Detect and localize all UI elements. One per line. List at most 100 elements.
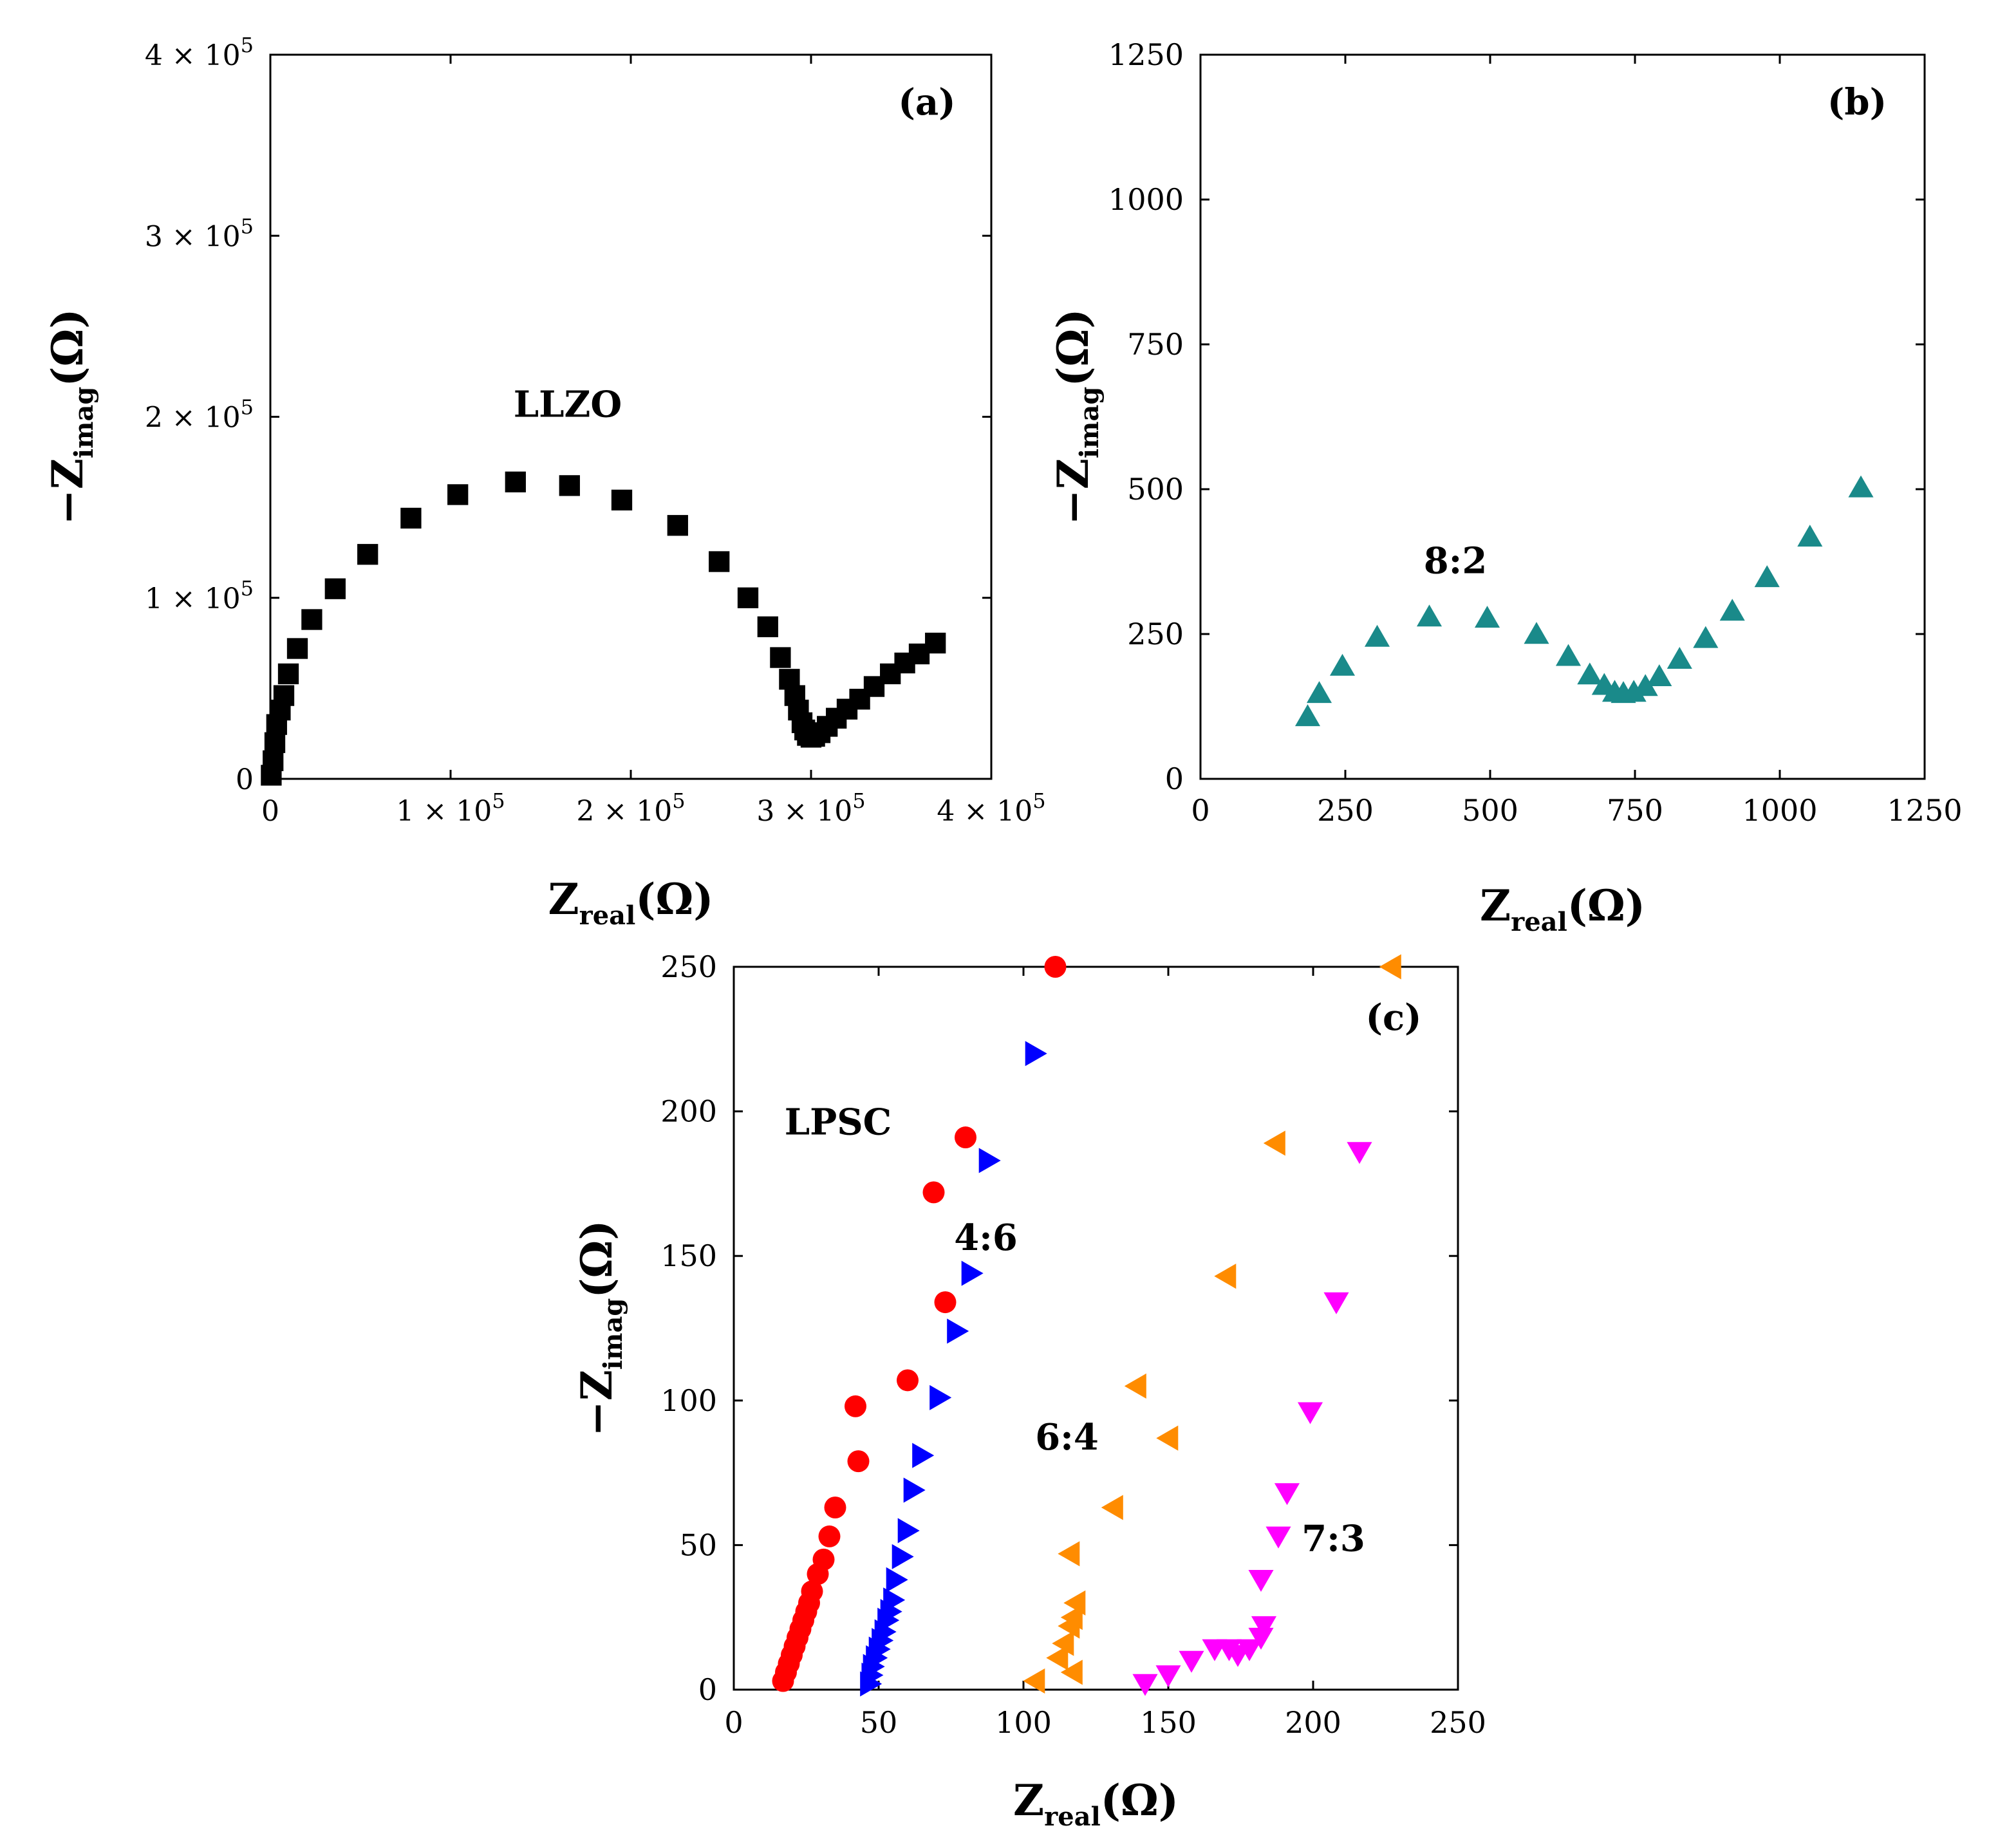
data-point [1848, 475, 1874, 498]
data-point [1797, 525, 1823, 547]
panel-b: 0 250 500 750 1000 1250 0 250 500 750 1000 1250 Zrea… [1048, 37, 1963, 937]
data-point [1621, 680, 1647, 702]
y-tick-label: 250 [660, 949, 717, 984]
y-tick-label: 250 [1127, 617, 1184, 651]
data-point [978, 1148, 1001, 1173]
data-point [1265, 1526, 1291, 1549]
data-point [286, 638, 308, 659]
data-point [1052, 1630, 1074, 1656]
y-tick-label: 3 × 105 [145, 214, 254, 253]
data-point [801, 1580, 823, 1603]
data-point [264, 732, 286, 753]
data-point [1647, 664, 1672, 686]
data-point [947, 1318, 969, 1344]
data-point [709, 551, 730, 572]
x-tick-label: 150 [1140, 1705, 1197, 1740]
series-label: 8:2 [1424, 540, 1488, 583]
data-point [1248, 1570, 1274, 1592]
data-point [273, 685, 295, 706]
y-tick-label: 0 [1165, 761, 1184, 796]
series-label: 4:6 [954, 1217, 1018, 1259]
data-point [1379, 954, 1401, 980]
data-point [1179, 1650, 1204, 1673]
data-point [897, 1369, 919, 1392]
data-point [1063, 1590, 1086, 1616]
data-point [897, 1518, 920, 1544]
x-tick-label: 250 [1317, 793, 1374, 828]
data-point [324, 578, 346, 599]
panel-b-label: (b) [1827, 81, 1887, 124]
y-tick-label: 750 [1127, 327, 1184, 362]
data-point [1274, 1483, 1300, 1506]
data-point [1329, 653, 1356, 676]
data-point [903, 1477, 926, 1503]
series-label: LLZO [514, 384, 622, 426]
data-point [757, 616, 778, 637]
data-point [357, 544, 378, 565]
data-point [1237, 1639, 1262, 1661]
data-point [1555, 644, 1582, 666]
panel-a-y-axis-title: −Zimag(Ω) [42, 308, 99, 525]
data-point [1577, 662, 1603, 685]
series-6-4 [1023, 954, 1401, 1694]
y-tick-label: 150 [660, 1238, 717, 1273]
series-4-6 [860, 1041, 1047, 1697]
y-tick-label: 1 × 105 [145, 576, 254, 615]
panel-c-frame [733, 966, 1459, 1691]
data-point [447, 484, 469, 505]
data-point [770, 647, 791, 668]
data-point [1474, 606, 1500, 628]
data-point [912, 1442, 935, 1468]
x-tick-label: 750 [1607, 793, 1663, 828]
x-tick-label: 1 × 105 [396, 789, 505, 828]
data-point [1214, 1264, 1237, 1289]
data-point [883, 1587, 906, 1613]
data-point [1248, 1627, 1274, 1650]
data-point [1347, 1142, 1372, 1164]
data-point [737, 587, 759, 608]
data-point [1025, 1041, 1047, 1067]
data-point [961, 1260, 984, 1286]
data-point [1060, 1659, 1083, 1685]
data-point [611, 489, 633, 511]
data-point [929, 1385, 952, 1410]
data-point [886, 1567, 908, 1592]
panel-b-y-axis-title: −Zimag(Ω) [1048, 308, 1105, 525]
panel-c: 0 50 100 150 200 250 0 50 100 150 200 250 Zreal(Ω) −Z… [572, 949, 1486, 1832]
data-point [934, 1291, 957, 1314]
x-tick-label: 0 [724, 1705, 743, 1740]
panel-a-label: (a) [898, 81, 955, 124]
data-point [559, 475, 580, 496]
y-tick-label: 2 × 105 [145, 395, 254, 434]
data-point [400, 507, 422, 529]
y-tick-label: 0 [236, 763, 254, 796]
data-point [1058, 1541, 1080, 1567]
data-point [847, 1450, 870, 1473]
data-point [1060, 1605, 1083, 1630]
data-point [1524, 622, 1549, 644]
data-point [1323, 1292, 1349, 1314]
panel-b-x-axis-title: Zreal(Ω) [1480, 881, 1645, 937]
x-tick-label: 0 [261, 795, 279, 828]
data-point [1046, 1645, 1069, 1671]
y-tick-label: 1250 [1108, 37, 1184, 72]
series-7-3 [1132, 1142, 1372, 1696]
data-point [1263, 1130, 1285, 1156]
panel-a: 0 1 × 105 2 × 105 3 × 105 4 × 105 0 1 × 105 2 ×… [42, 33, 1046, 931]
data-point [1132, 1674, 1158, 1696]
data-point [955, 1126, 976, 1149]
series-8-2 [1294, 475, 1874, 727]
y-tick-label: 100 [660, 1383, 717, 1418]
data-point [1632, 674, 1658, 696]
x-tick-label: 250 [1430, 1705, 1486, 1740]
data-point [892, 1544, 914, 1569]
panel-c-x-axis-title: Zreal(Ω) [1013, 1775, 1179, 1832]
data-point [824, 1497, 846, 1519]
series-label: LPSC [785, 1101, 892, 1144]
x-tick-label: 50 [860, 1705, 898, 1740]
data-point [922, 1181, 945, 1204]
y-tick-label: 500 [1127, 472, 1184, 507]
series-label: 7:3 [1302, 1517, 1365, 1560]
x-tick-label: 200 [1285, 1705, 1341, 1740]
